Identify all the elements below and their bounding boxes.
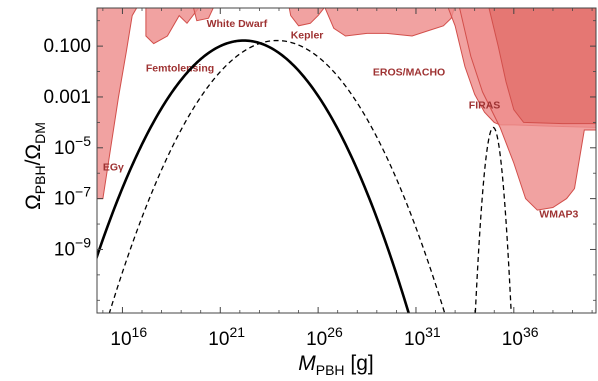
constraint-label: EGγ xyxy=(103,162,124,174)
y-tick-label: 10−5 xyxy=(54,133,91,159)
y-tick-label: 0.001 xyxy=(43,87,91,108)
axes: 1016 1021 1026 1031 1036 0.100 0.001 10−5 10−7 10… xyxy=(43,8,596,350)
constraint-label: WMAP3 xyxy=(539,209,578,221)
y-tick-label: 0.100 xyxy=(43,36,91,57)
plot-frame xyxy=(96,7,597,314)
x-axis-label: MPBH [g] xyxy=(298,352,373,378)
x-tick-label: 1036 xyxy=(502,324,539,350)
x-tick-label: 1031 xyxy=(404,324,441,350)
constraint-labels: EGγ Femtolensing White Dwarf Kepler EROS/MAC… xyxy=(103,18,579,221)
solid-curve xyxy=(97,39,411,313)
constraint-label: FIRAS xyxy=(469,99,501,111)
constraint-label: Kepler xyxy=(291,30,324,42)
constraint-label: EROS/MACHO xyxy=(373,66,445,78)
kepler-region xyxy=(288,8,325,27)
dashed-curve xyxy=(108,39,446,313)
constraint-regions xyxy=(97,8,596,211)
x-tick-label: 1026 xyxy=(306,324,343,350)
x-tick-label: 1016 xyxy=(110,324,147,350)
abundance-curves xyxy=(97,39,512,313)
dark-constraint-region xyxy=(488,8,596,125)
x-tick-label: 1021 xyxy=(208,324,245,350)
femtolensing-region xyxy=(145,8,200,45)
y-tick-label: 10−9 xyxy=(54,235,91,261)
dashed-curve xyxy=(474,126,512,313)
y-tick-label: 10−7 xyxy=(54,184,91,210)
white-dwarf-region xyxy=(193,8,214,22)
constraint-label: Femtolensing xyxy=(146,63,214,75)
y-axis-label: ΩPBH/ΩDM xyxy=(22,122,48,210)
axis-titles: ΩPBH/ΩDM MPBH [g] xyxy=(22,122,374,378)
constraint-label: White Dwarf xyxy=(207,18,268,30)
